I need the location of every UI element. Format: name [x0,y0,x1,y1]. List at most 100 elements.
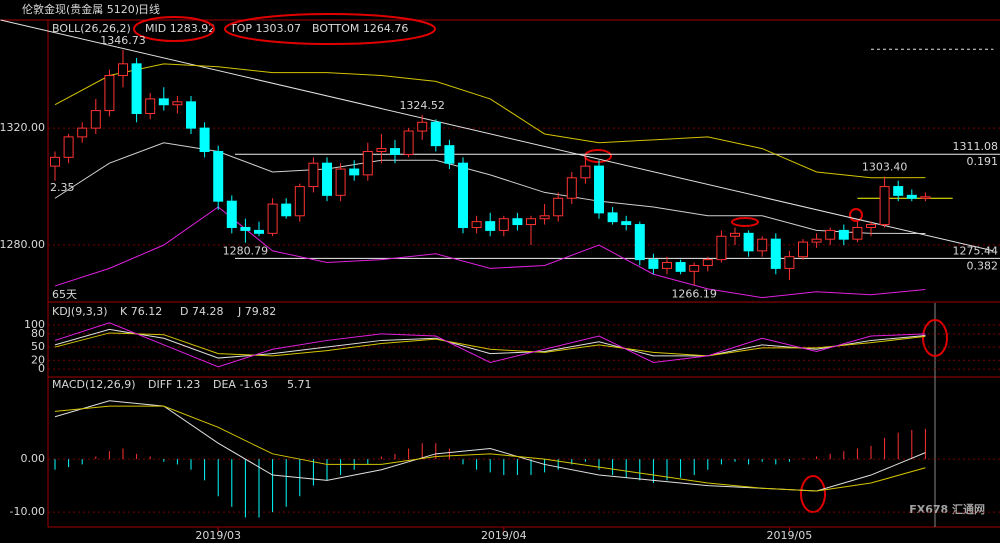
series-line [54,328,926,359]
y-tick-label: 1320.00 [0,121,45,134]
candle-body [634,224,645,261]
candle-body [294,186,305,217]
candle-body [403,130,414,155]
series-line [54,206,926,299]
highlight-ellipse [224,13,436,45]
series-line [54,63,926,179]
candle-body [539,215,550,220]
legend-name: BOTTOM [312,22,359,35]
y-tick-label: 50 [31,340,45,353]
candle-body [104,75,115,112]
legend-name: TOP [229,22,252,35]
candle-body [730,232,740,237]
x-tick-label: 2019/03 [195,529,241,542]
price-label: 1324.52 [399,99,445,112]
candle-body [362,151,373,176]
candle-body [566,177,577,199]
highlight-ellipse [133,16,215,42]
candle-body [784,256,795,269]
series-line [54,322,926,368]
series-line [54,332,926,357]
y-tick-label: 1280.00 [0,238,45,251]
candle-body [662,262,672,269]
candle-body [444,145,455,164]
y-tick-label: 80 [31,327,45,340]
highlight-ellipse [922,319,948,357]
candle-body [213,151,224,202]
candle-body [594,165,604,214]
y-tick-label: 100 [24,318,45,331]
candle-body [50,156,60,167]
candle-body [376,148,387,153]
legend-entry: BOTTOM 1264.76 [312,22,408,35]
candle-body [90,110,101,129]
candle-body [172,101,183,106]
candle-body [322,162,332,196]
legend-entry: DEA -1.63 [213,378,268,391]
candle-body [308,162,319,188]
legend-entry: MID 1283.92 [145,22,215,35]
level-ratio: 0.382 [967,259,999,272]
candle-body [580,165,591,179]
candle-body [335,168,346,196]
candle-body [825,229,836,240]
candle-body [254,229,264,234]
legend-name: J [237,305,241,318]
candle-body [186,101,196,129]
legend-name: D [180,305,188,318]
candle-body [770,238,781,269]
candle-body [757,238,768,252]
candle-body [118,63,128,77]
legend-name: DEA [213,378,236,391]
candle-body [498,218,509,231]
candle-body [145,98,156,115]
legend-value: 1303.07 [256,22,302,35]
legend-value: 74.28 [192,305,224,318]
legend-name: MID [145,22,166,35]
indicator-title: BOLL(26,26,2) [52,22,131,35]
price-label: 1280.79 [223,245,269,258]
legend-name: DIFF [148,378,172,391]
candle-body [485,221,496,231]
chart-title: 伦敦金现(贵金属 5120) [22,2,139,16]
left-note: 2.35 [50,181,75,194]
legend-value: 79.82 [245,305,277,318]
legend-value: -1.63 [239,378,267,391]
candle-body [240,226,251,231]
candle-body [621,221,632,226]
legend-value: 1.23 [176,378,201,391]
candle-body [349,168,360,176]
drawn-line [0,19,994,252]
indicator-title: MACD(12,26,9) [52,378,136,391]
legend-entry: J 79.82 [237,305,276,318]
candle-body [920,196,931,199]
candle-body [798,241,808,258]
candle-body [716,235,727,261]
histogram-value: 5.71 [287,378,312,391]
period: 日线 [138,2,160,16]
level-label: 1311.08 [953,140,999,153]
candle-body [417,121,428,132]
y-tick-label: -10.00 [10,505,45,518]
legend-entry: K 76.12 [120,305,162,318]
candle-body [607,212,618,223]
candle-body [526,218,536,226]
price-label: 1303.40 [862,161,908,174]
candle-body [852,226,863,240]
candle-body [648,259,659,269]
candle-body [158,98,169,106]
legend-value: 1264.76 [363,22,409,35]
watermark: FX678 汇通网 [909,503,985,516]
candle-body [866,224,876,228]
candle-body [430,121,441,147]
candle-body [471,221,482,228]
bar-count: 65天 [52,288,77,301]
level-ratio: 0.191 [967,155,999,168]
candle-body [838,229,849,240]
candle-body [390,148,400,155]
candle-body [879,186,890,226]
price-label: 1266.19 [671,287,717,300]
x-tick-label: 2019/05 [767,529,813,542]
